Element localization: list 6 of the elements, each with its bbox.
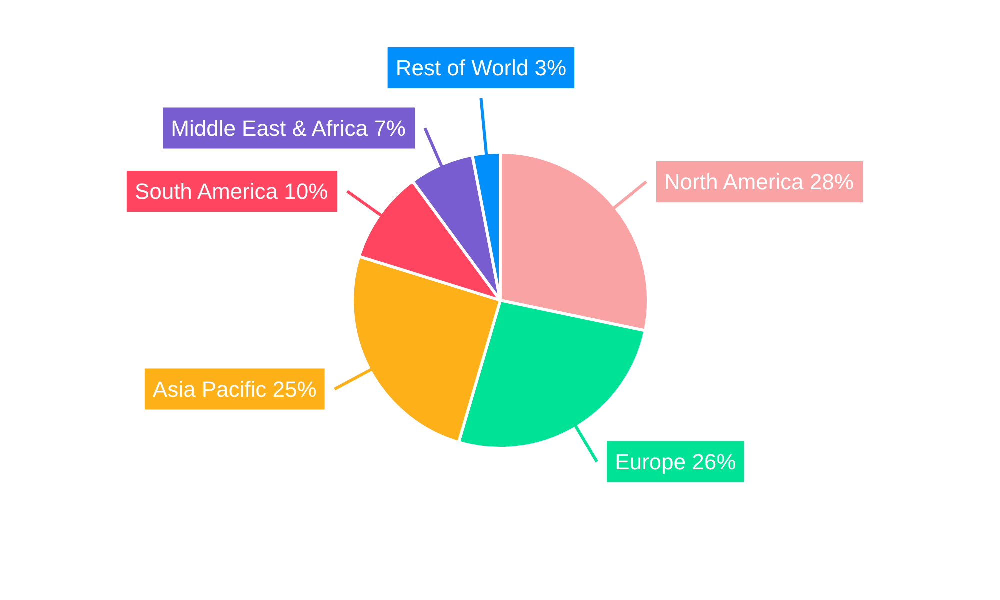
slice-label: Rest of World 3% — [396, 55, 567, 80]
slice-label: Europe 26% — [615, 449, 736, 474]
slice-label: Middle East & Africa 7% — [171, 116, 406, 141]
slice-label: South America 10% — [134, 178, 328, 204]
slice-label: North America 28% — [664, 169, 854, 194]
slice-label: Asia Pacific 25% — [152, 376, 317, 402]
